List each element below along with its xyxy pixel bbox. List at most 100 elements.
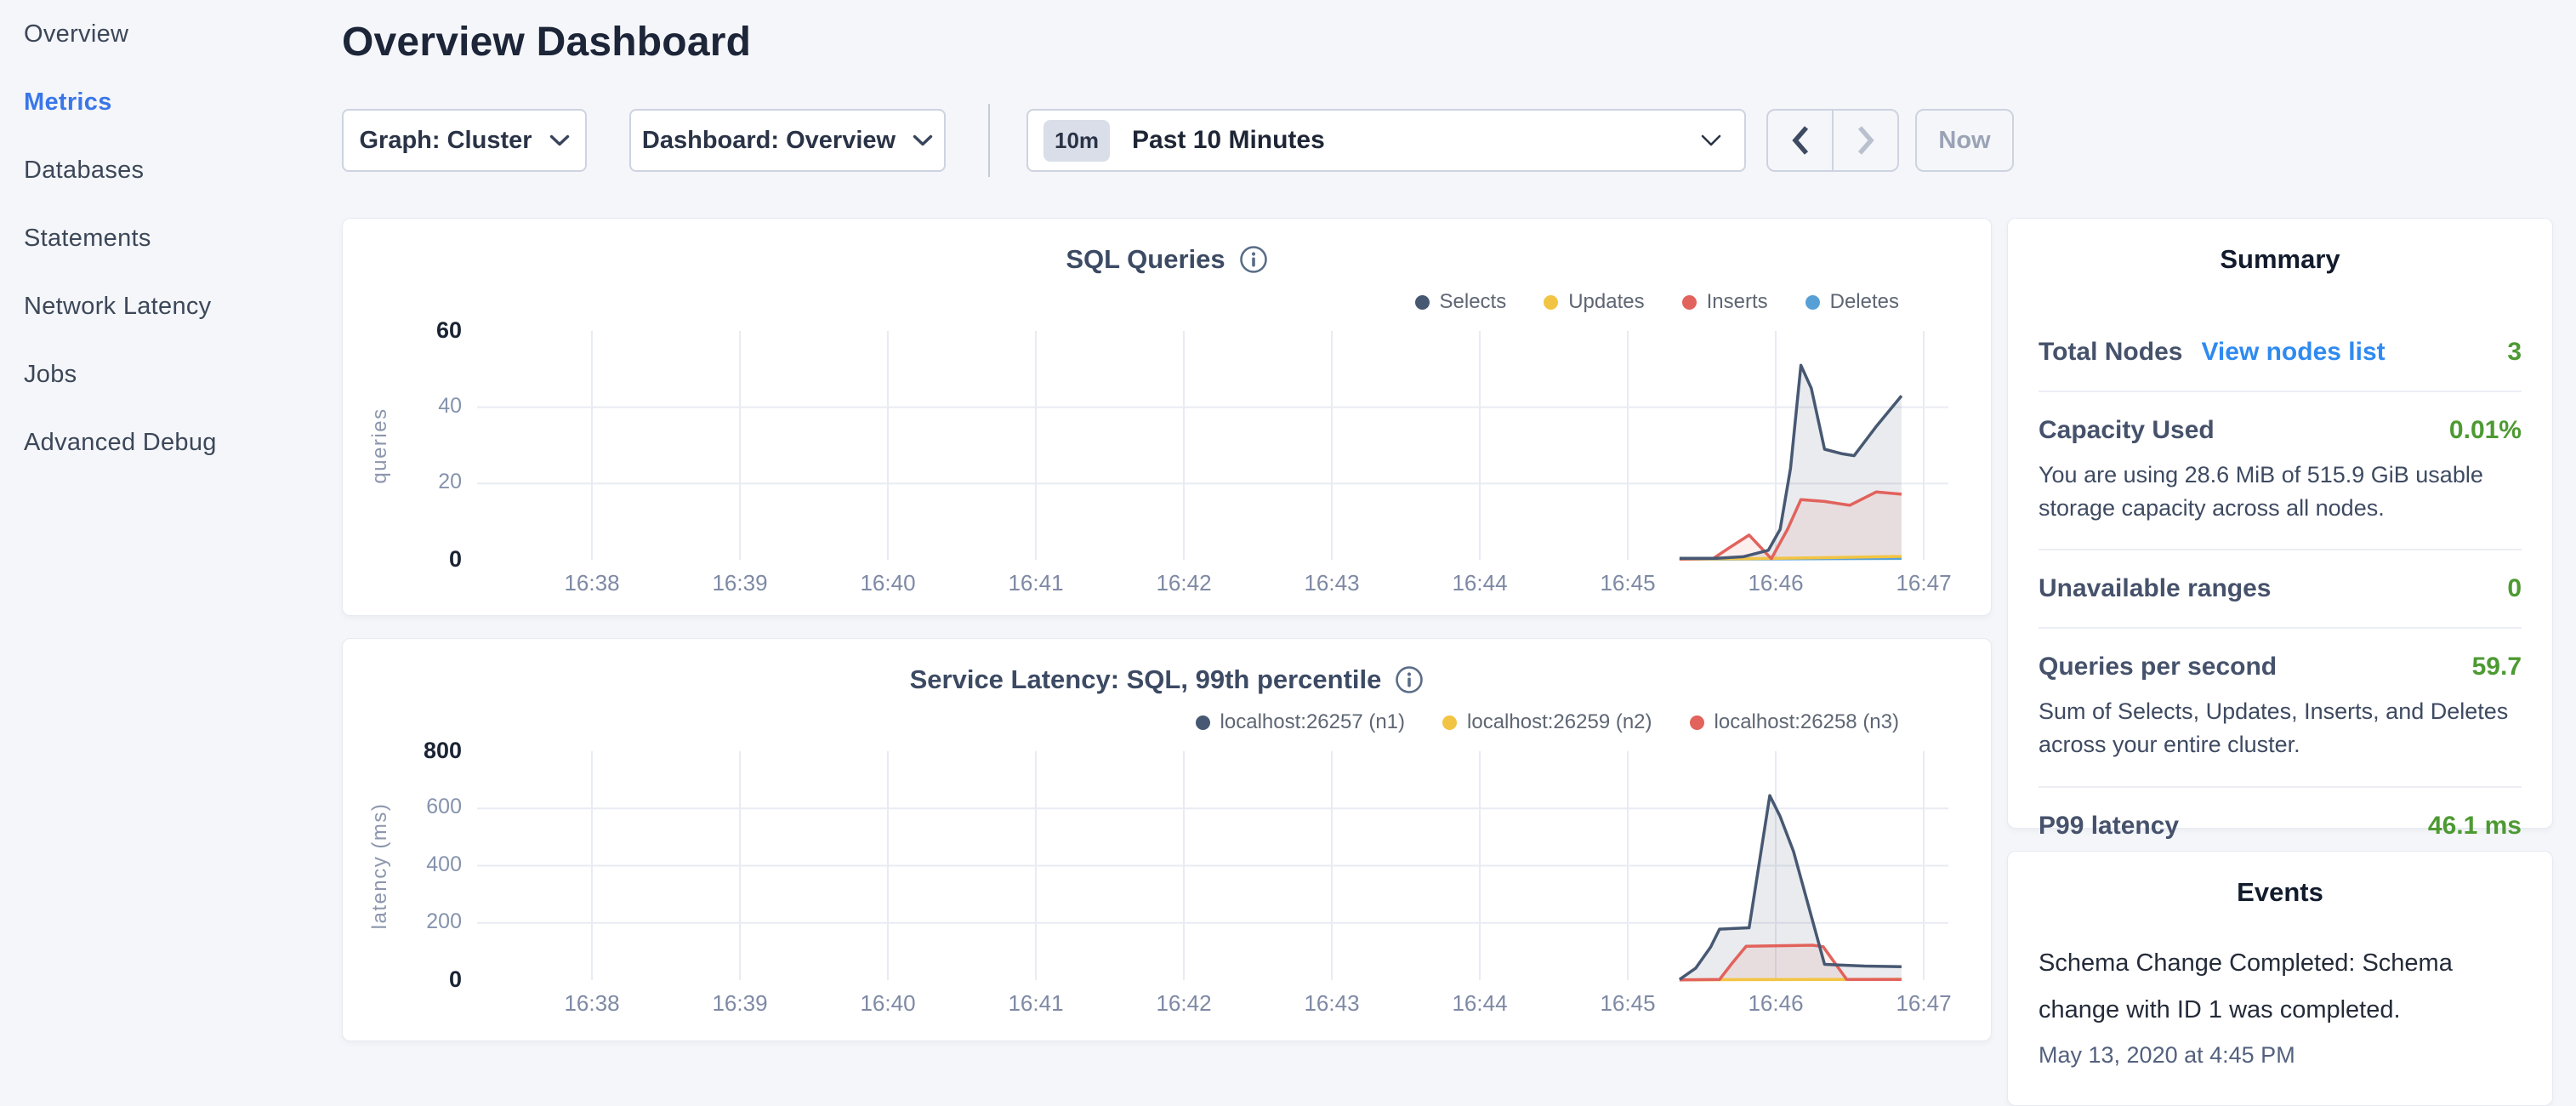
legend-item-selects[interactable]: Selects [1415, 290, 1507, 314]
events-list: Schema Change Completed: Schema change w… [2039, 940, 2522, 1069]
legend-item-updates[interactable]: Updates [1544, 290, 1644, 314]
x-axis-tick: 16:39 [712, 990, 767, 1017]
time-range-dropdown[interactable]: 10m Past 10 Minutes [1026, 109, 1746, 172]
legend-dot [1415, 295, 1430, 310]
legend-dot [1690, 715, 1704, 730]
legend-item-localhost-26257-n1[interactable]: localhost:26257 (n1) [1196, 710, 1405, 734]
summary-row-head: P99 latency 46.1 ms [2039, 812, 2522, 841]
x-axis-tick: 16:43 [1304, 990, 1359, 1017]
sidebar-item-network-latency[interactable]: Network Latency [0, 272, 333, 340]
chart-title: SQL Queries [1066, 244, 1225, 275]
x-axis-tick: 16:42 [1156, 570, 1211, 596]
info-icon[interactable] [1395, 665, 1424, 694]
x-axis-tick: 16:38 [564, 990, 619, 1017]
info-icon[interactable] [1239, 245, 1268, 274]
sidebar-item-jobs[interactable]: Jobs [0, 340, 333, 408]
dashboard-dropdown-label: Dashboard: Overview [642, 127, 896, 155]
summary-row-label: Capacity Used [2039, 416, 2215, 445]
x-axis-tick: 16:38 [564, 570, 619, 596]
summary-row-head: Capacity Used 0.01% [2039, 416, 2522, 445]
summary-row-value: 46.1 ms [2428, 812, 2522, 841]
chart-plot-area[interactable] [477, 331, 1948, 560]
legend-label: Selects [1440, 290, 1507, 314]
chevron-down-icon [1700, 134, 1722, 147]
legend-dot [1442, 715, 1457, 730]
summary-row-description: Sum of Selects, Updates, Inserts, and De… [2039, 695, 2522, 761]
sidebar-item-advanced-debug[interactable]: Advanced Debug [0, 408, 333, 476]
time-nav-group [1766, 109, 1899, 172]
x-axis-tick: 16:44 [1452, 990, 1507, 1017]
x-axis-tick: 16:41 [1008, 570, 1063, 596]
x-axis-tick: 16:45 [1600, 570, 1655, 596]
y-axis-tick: 0 [343, 966, 462, 993]
x-axis-tick: 16:46 [1748, 990, 1803, 1017]
y-axis-unit-label: queries [368, 408, 392, 483]
summary-row-label: Unavailable ranges [2039, 574, 2271, 603]
graph-dropdown[interactable]: Graph: Cluster [342, 109, 587, 172]
dashboard-dropdown[interactable]: Dashboard: Overview [629, 109, 946, 172]
summary-row-value: 59.7 [2472, 653, 2522, 681]
view-nodes-link[interactable]: View nodes list [2201, 338, 2385, 367]
chevron-down-icon [549, 134, 570, 147]
summary-row-description: You are using 28.6 MiB of 515.9 GiB usab… [2039, 459, 2522, 525]
summary-panel: Summary Total NodesView nodes list3Capac… [2007, 218, 2553, 829]
legend-dot [1544, 295, 1558, 310]
legend-dot [1682, 295, 1697, 310]
sidebar-item-overview[interactable]: Overview [0, 0, 333, 68]
sidebar: OverviewMetricsDatabasesStatementsNetwor… [0, 0, 333, 476]
summary-row-head: Total NodesView nodes list3 [2039, 338, 2522, 367]
summary-row-label: Queries per second [2039, 653, 2277, 681]
chevron-left-icon [1791, 125, 1810, 156]
chart-legend: Selects Updates Inserts Deletes [1415, 290, 1900, 314]
summary-row-head: Unavailable ranges0 [2039, 574, 2522, 603]
time-prev-button[interactable] [1768, 111, 1832, 170]
x-axis-tick: 16:41 [1008, 990, 1063, 1017]
y-axis-tick: 40 [343, 394, 462, 419]
legend-item-localhost-26259-n2[interactable]: localhost:26259 (n2) [1442, 710, 1652, 734]
x-axis-tick: 16:47 [1896, 990, 1951, 1017]
chart-legend: localhost:26257 (n1) localhost:26259 (n2)… [1196, 710, 1899, 734]
summary-row-label: P99 latency [2039, 812, 2179, 841]
x-axis-tick: 16:44 [1452, 570, 1507, 596]
chevron-down-icon [913, 134, 933, 147]
event-message: Schema Change Completed: Schema change w… [2039, 940, 2522, 1034]
x-axis-tick: 16:45 [1600, 990, 1655, 1017]
summary-row-value: 0.01% [2449, 416, 2522, 445]
summary-title: Summary [2039, 244, 2522, 275]
legend-item-deletes[interactable]: Deletes [1805, 290, 1899, 314]
events-title: Events [2039, 877, 2522, 908]
chart-title-row: SQL Queries [343, 244, 1991, 275]
time-next-button[interactable] [1832, 111, 1897, 170]
sidebar-item-statements[interactable]: Statements [0, 204, 333, 272]
now-button[interactable]: Now [1915, 109, 2014, 172]
summary-row-label: Total Nodes [2039, 338, 2182, 367]
summary-row-capacity-used: Capacity Used 0.01% You are using 28.6 MiB… [2039, 392, 2522, 550]
legend-item-localhost-26258-n3[interactable]: localhost:26258 (n3) [1690, 710, 1899, 734]
legend-item-inserts[interactable]: Inserts [1682, 290, 1768, 314]
legend-label: localhost:26257 (n1) [1220, 710, 1405, 734]
x-axis-tick: 16:39 [712, 570, 767, 596]
x-axis-tick: 16:40 [860, 570, 915, 596]
sidebar-item-metrics[interactable]: Metrics [0, 68, 333, 136]
sidebar-item-databases[interactable]: Databases [0, 136, 333, 204]
chart-title: Service Latency: SQL, 99th percentile [910, 664, 1382, 695]
legend-label: Inserts [1707, 290, 1768, 314]
summary-row-queries-per-second: Queries per second 59.7 Sum of Selects, Up… [2039, 629, 2522, 787]
time-range-label: Past 10 Minutes [1132, 126, 1678, 155]
chart-card-sql-queries: SQL QueriesSelectsUpdatesInsertsDeletes0… [342, 218, 1992, 616]
event-timestamp: May 13, 2020 at 4:45 PM [2039, 1042, 2522, 1069]
chart-card-service-latency-sql-99th-percentile: Service Latency: SQL, 99th percentile loc… [342, 638, 1992, 1041]
y-axis-tick: 60 [343, 317, 462, 344]
legend-dot [1196, 715, 1210, 730]
y-axis-tick: 800 [343, 738, 462, 764]
y-axis-tick: 400 [343, 852, 462, 877]
time-range-badge: 10m [1043, 120, 1110, 162]
chart-plot-area[interactable] [477, 751, 1948, 980]
x-axis-tick: 16:46 [1748, 570, 1803, 596]
x-axis-tick: 16:47 [1896, 570, 1951, 596]
y-axis-unit-label: latency (ms) [368, 802, 392, 929]
page-title: Overview Dashboard [342, 19, 751, 66]
summary-rows: Total NodesView nodes list3Capacity Used… [2039, 314, 2522, 864]
x-axis-tick: 16:42 [1156, 990, 1211, 1017]
chevron-right-icon [1857, 125, 1875, 156]
